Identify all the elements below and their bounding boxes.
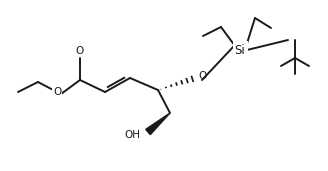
Text: O: O	[53, 87, 61, 97]
Text: O: O	[198, 71, 206, 81]
Text: O: O	[76, 46, 84, 56]
Polygon shape	[146, 113, 170, 135]
Text: Si: Si	[235, 43, 245, 56]
Text: OH: OH	[124, 130, 140, 140]
